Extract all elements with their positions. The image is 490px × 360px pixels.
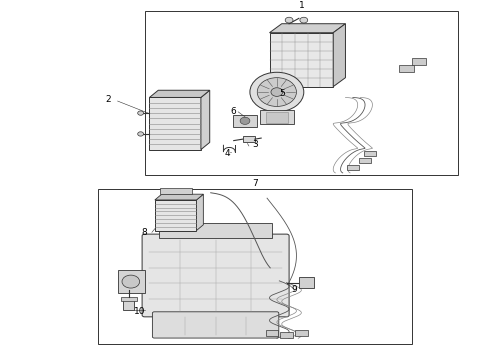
Polygon shape — [149, 98, 201, 150]
Text: 2: 2 — [105, 95, 111, 104]
Text: 10: 10 — [134, 307, 146, 316]
Polygon shape — [149, 90, 210, 98]
Bar — [266, 330, 278, 336]
Text: 5: 5 — [279, 89, 285, 98]
Text: 9: 9 — [291, 285, 297, 294]
Circle shape — [257, 78, 296, 107]
Circle shape — [122, 275, 140, 288]
Polygon shape — [155, 194, 203, 200]
Bar — [280, 332, 293, 338]
Text: 7: 7 — [252, 179, 258, 188]
Bar — [233, 115, 257, 127]
Polygon shape — [201, 90, 210, 150]
Bar — [145, 11, 458, 175]
Bar — [243, 136, 255, 143]
Bar — [160, 188, 192, 194]
Circle shape — [138, 111, 144, 115]
Circle shape — [138, 132, 144, 136]
Bar — [364, 151, 376, 156]
Bar — [399, 65, 414, 72]
Text: 3: 3 — [252, 140, 258, 149]
Bar — [412, 58, 426, 65]
Bar — [121, 297, 137, 301]
Bar — [347, 165, 359, 170]
Circle shape — [240, 117, 250, 125]
FancyBboxPatch shape — [152, 312, 279, 338]
Bar — [118, 270, 145, 293]
Circle shape — [271, 88, 283, 96]
Text: 4: 4 — [225, 149, 231, 158]
Polygon shape — [196, 194, 203, 230]
Bar — [295, 330, 308, 336]
Bar — [159, 223, 272, 238]
Bar — [299, 277, 314, 288]
Bar — [359, 158, 371, 163]
Bar — [260, 110, 294, 125]
Circle shape — [285, 17, 293, 23]
Text: 6: 6 — [230, 107, 236, 116]
Polygon shape — [155, 200, 196, 230]
Text: 1: 1 — [298, 1, 304, 10]
Polygon shape — [270, 24, 345, 33]
Bar — [98, 189, 412, 344]
Text: 8: 8 — [142, 228, 147, 237]
Polygon shape — [270, 33, 333, 87]
Circle shape — [250, 72, 304, 112]
FancyBboxPatch shape — [142, 234, 289, 317]
Bar — [123, 299, 134, 310]
Circle shape — [300, 17, 308, 23]
Polygon shape — [333, 24, 345, 87]
Bar — [266, 112, 288, 123]
